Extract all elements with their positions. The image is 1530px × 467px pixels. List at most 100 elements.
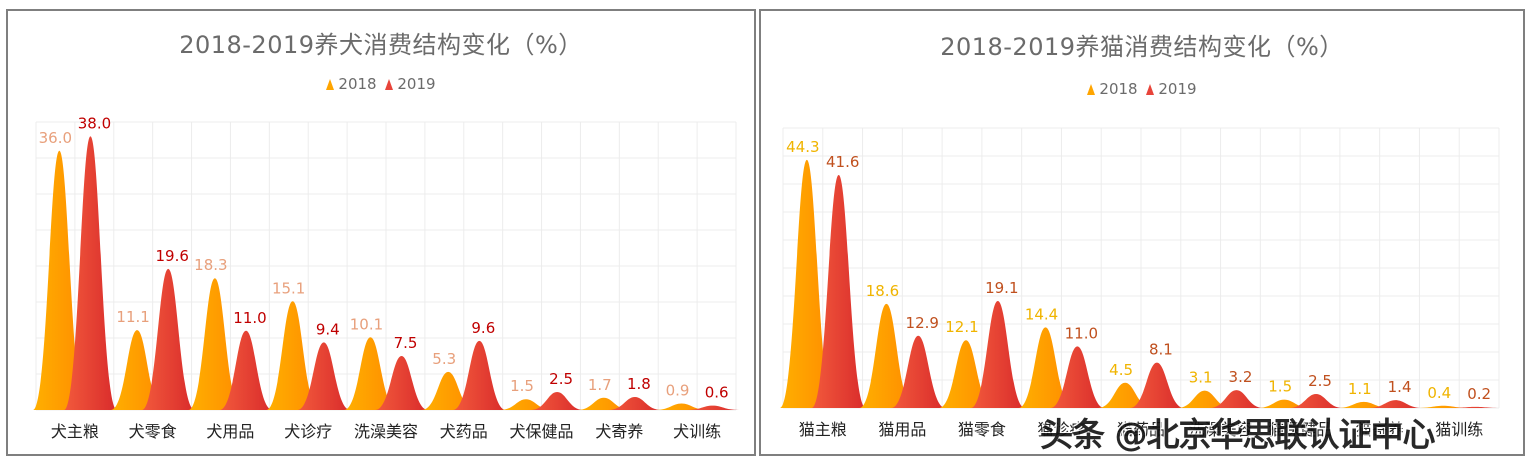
category-label: 猫训练: [1435, 420, 1483, 439]
bar-2018: [655, 403, 708, 410]
bar-2019: [608, 397, 662, 410]
category-group: 0.4 0.2 猫训练: [1416, 384, 1503, 439]
data-label: 1.1: [1348, 380, 1372, 398]
data-label: 36.0: [39, 129, 72, 147]
bar-2018: [110, 330, 164, 410]
data-label: 38.0: [78, 114, 111, 132]
data-label: 3.2: [1229, 368, 1253, 386]
bar-2019: [1050, 346, 1105, 408]
category-label: 犬保健品: [510, 422, 574, 441]
data-label: 3.1: [1189, 369, 1213, 387]
triangle-icon: [1087, 84, 1096, 95]
chart-title: 2018-2019养犬消费结构变化（%）: [179, 31, 583, 59]
watermark: 头条 @北京华思联认证中心: [1040, 415, 1435, 454]
category-label: 洗澡美容: [1189, 420, 1253, 439]
category-label: 猫寄养: [1356, 420, 1404, 439]
data-label: 15.1: [272, 279, 305, 297]
category-label: 猫药品: [1117, 420, 1165, 439]
gridlines: [35, 121, 737, 411]
data-label: 0.9: [666, 382, 690, 400]
category-group: 12.1 19.1 猫零食: [938, 279, 1025, 439]
data-label: 5.3: [432, 350, 456, 368]
plot-area: 36.0 38.0 犬主粮 11.1 19.6 犬零食 18.3 11.0 犬用品 15.1 9.4…: [32, 114, 740, 441]
legend-item-2018: 2018: [326, 75, 377, 93]
data-label: 12.1: [945, 318, 978, 336]
triangle-icon: [326, 79, 335, 90]
data-label: 0.6: [705, 384, 729, 402]
data-label: 11.1: [116, 308, 149, 326]
data-label: 2.5: [1308, 372, 1332, 390]
legend-item-2019: 2019: [385, 75, 436, 93]
data-label: 2.5: [549, 370, 573, 388]
data-label: 14.4: [1025, 305, 1058, 323]
bar-2019: [452, 340, 506, 410]
bar-2019: [811, 175, 866, 408]
data-label: 9.4: [316, 320, 340, 338]
data-label: 18.3: [194, 256, 227, 274]
bar-2018: [1177, 390, 1232, 408]
legend-item-2019: 2019: [1146, 80, 1197, 98]
bar-2019: [1448, 406, 1503, 408]
category-label: 猫用品: [878, 420, 926, 439]
category-label: 犬用品: [206, 422, 254, 441]
bar-2018: [266, 301, 320, 410]
bar-2019: [219, 330, 273, 410]
category-label: 犬寄养: [595, 422, 643, 441]
bar-2019: [686, 405, 740, 410]
data-label: 19.6: [156, 247, 189, 265]
category-group: 1.1 1.4 猫寄养: [1336, 378, 1423, 439]
data-label: 0.2: [1467, 385, 1491, 403]
bar-2019: [970, 301, 1025, 408]
category-label: 犬零食: [129, 422, 177, 441]
legend-item-2018: 2018: [1087, 80, 1138, 98]
category-group: 10.1 7.5 洗澡美容: [344, 315, 428, 441]
bar-2019: [1209, 390, 1264, 408]
bar-2019: [891, 335, 946, 408]
data-label: 1.5: [510, 377, 534, 395]
gridlines: [782, 127, 1500, 409]
cat-chart-panel: 2018-2019养猫消费结构变化（%） 2018 2019 44.3 41.6 猫…: [759, 9, 1525, 456]
data-label: 4.5: [1109, 361, 1133, 379]
category-group: 4.5 8.1 猫药品: [1098, 341, 1184, 439]
bar-2019: [297, 342, 351, 410]
data-label: 44.3: [786, 138, 819, 156]
data-label: 11.0: [1065, 324, 1098, 342]
bar-2019: [375, 356, 428, 410]
category-group: 1.7 1.8 犬寄养: [577, 375, 662, 441]
category-group: 3.1 3.2 洗澡美容: [1177, 368, 1264, 439]
data-label: 19.1: [985, 279, 1018, 297]
category-group: 1.5 2.5 犬保健品: [499, 370, 584, 441]
legend-label: 2018: [338, 75, 377, 93]
category-group: 1.5 2.5 猫保健品: [1257, 372, 1344, 439]
category-label: 犬诊疗: [284, 422, 332, 441]
bar-2018: [344, 337, 397, 410]
bar-2019: [141, 268, 195, 410]
bar-2018: [859, 303, 914, 408]
data-label: 1.5: [1268, 378, 1292, 396]
bar-2019: [1368, 400, 1423, 408]
category-group: 18.6 12.9 猫用品: [859, 282, 946, 439]
category-group: 36.0 38.0 犬主粮: [32, 114, 117, 441]
data-label: 41.6: [826, 153, 859, 171]
chart-legend: 2018 2019: [761, 80, 1523, 98]
chart-legend: 2018 2019: [8, 75, 754, 93]
data-label: 9.6: [471, 319, 495, 337]
bar-2018: [1416, 405, 1471, 408]
triangle-icon: [1146, 84, 1155, 95]
category-group: 15.1 9.4 犬诊疗: [266, 279, 351, 441]
category-label: 猫诊疗: [1037, 420, 1085, 439]
data-label: 11.0: [233, 309, 266, 327]
category-label: 猫零食: [958, 420, 1006, 439]
bar-2018: [188, 278, 242, 410]
data-label: 7.5: [394, 334, 418, 352]
data-label: 8.1: [1149, 341, 1173, 359]
data-label: 10.1: [350, 315, 383, 333]
bar-2019: [64, 136, 117, 410]
category-group: 11.1 19.6 犬零食: [110, 247, 195, 441]
category-label: 犬药品: [440, 422, 488, 441]
category-label: 猫主粮: [799, 420, 847, 439]
bar-2018: [1018, 327, 1073, 408]
category-label: 犬训练: [673, 422, 721, 441]
legend-label: 2019: [1158, 80, 1197, 98]
bar-2019: [530, 392, 584, 410]
